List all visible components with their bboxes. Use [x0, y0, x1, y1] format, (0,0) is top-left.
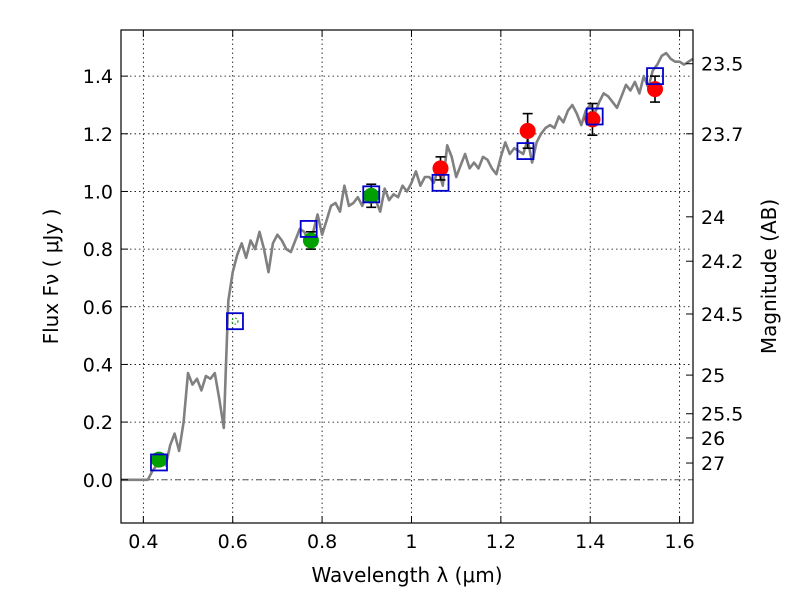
x-tick-label: 0.6: [218, 531, 248, 553]
template-square: [299, 220, 318, 238]
plot-frame: [120, 29, 694, 524]
y-tick-label: 0.6: [83, 297, 113, 319]
optical-point: [150, 451, 167, 468]
right-tick-label: 25: [701, 365, 725, 387]
grid-lines: [121, 30, 693, 523]
template-square: [516, 142, 535, 160]
right-axis-label: Magnitude (AB): [757, 199, 781, 354]
nir-point: [432, 160, 449, 177]
right-tick-label: 23.7: [701, 124, 743, 146]
right-tick-label: 26: [701, 428, 725, 450]
template-square: [150, 453, 168, 472]
optical-point: [231, 317, 239, 325]
nir-point: [647, 81, 664, 98]
x-tick-label: 0.4: [128, 531, 158, 553]
axis-ticks: 0.4 0.6 0.8 1 1.2 1.4 1.6 0.0 0.2 0.4 0.6 0.8 1.0 1.2…: [83, 30, 743, 553]
plot-series: [121, 51, 694, 482]
x-tick-label: 0.8: [307, 531, 337, 553]
y-tick-label: 1.2: [83, 124, 113, 146]
right-tick-label: 24.2: [701, 251, 743, 273]
y-tick-label: 1.0: [83, 181, 113, 203]
nir-point: [584, 111, 601, 128]
y-tick-label: 0.4: [83, 354, 113, 376]
model-spectrum-line: [121, 51, 694, 482]
optical-point: [363, 187, 380, 204]
nir-point: [519, 122, 536, 139]
right-tick-label: 27: [701, 453, 725, 475]
template-square: [431, 173, 450, 192]
x-tick-label: 1.2: [486, 531, 516, 553]
template-square: [226, 312, 244, 331]
y-tick-label: 0.2: [83, 412, 113, 434]
template-square: [646, 67, 664, 86]
x-tick-label: 1: [405, 531, 417, 553]
y-axis-label: Flux Fν ( μJy ): [39, 209, 63, 345]
y-tick-label: 1.4: [83, 66, 113, 88]
right-tick-label: 24: [701, 207, 725, 229]
x-tick-label: 1.4: [575, 531, 605, 553]
y-tick-label: 0.8: [83, 239, 113, 261]
right-tick-label: 25.5: [701, 404, 743, 426]
template-square: [362, 185, 381, 204]
x-axis-label: Wavelength λ (μm): [311, 563, 502, 587]
right-tick-label: 24.5: [701, 304, 743, 326]
x-tick-label: 1.6: [664, 531, 694, 553]
right-tick-label: 23.5: [701, 54, 743, 76]
template-square: [585, 107, 604, 126]
y-tick-label: 0.0: [83, 470, 113, 492]
